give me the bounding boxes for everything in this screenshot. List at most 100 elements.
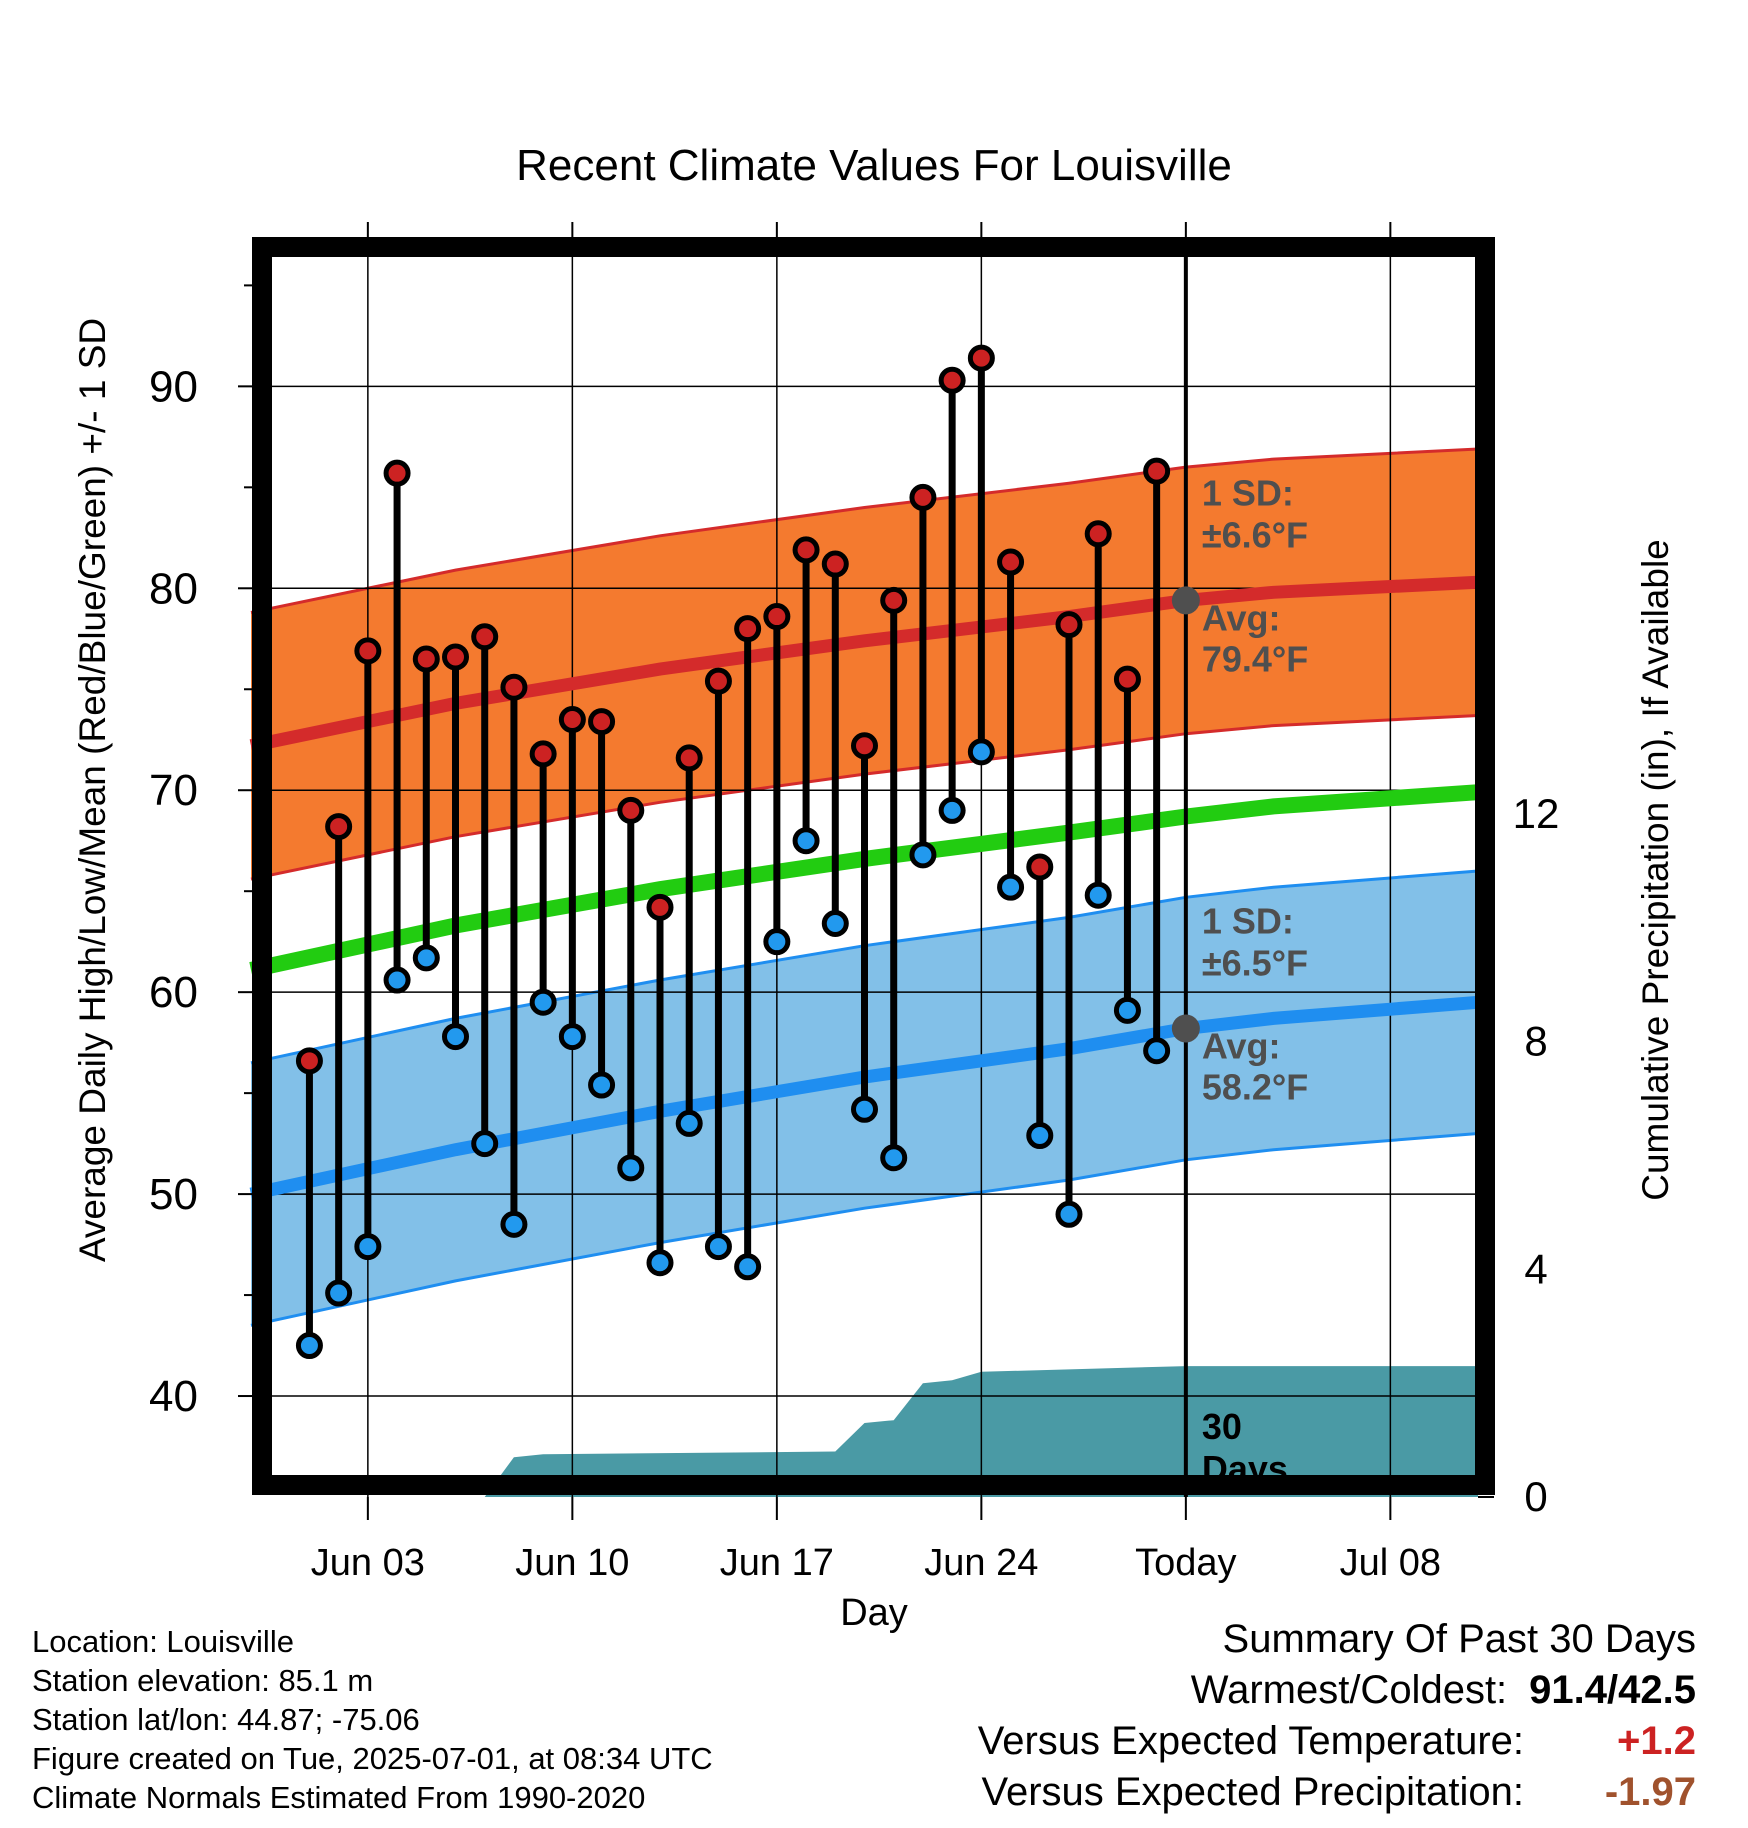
daily-high-point bbox=[1084, 520, 1112, 548]
daily-high-point bbox=[354, 637, 382, 665]
summary-precip-row: Versus Expected Precipitation: -1.97 bbox=[978, 1767, 1696, 1818]
daily-low-point bbox=[938, 796, 966, 824]
summary-warm-cold-row: Warmest/Coldest: 91.4/42.5 bbox=[978, 1665, 1696, 1716]
daily-low-point bbox=[588, 1071, 616, 1099]
x-tick-label: Jun 17 bbox=[720, 1542, 834, 1584]
summary-precip-label: Versus Expected Precipitation: bbox=[981, 1770, 1524, 1814]
daily-high-point bbox=[383, 459, 411, 487]
daily-low-point bbox=[909, 841, 937, 869]
daily-high-point bbox=[471, 623, 499, 651]
daily-low-point bbox=[704, 1233, 732, 1261]
daily-high-point bbox=[412, 645, 440, 673]
y-tick-label: 80 bbox=[149, 564, 198, 613]
high-sd-band bbox=[251, 449, 1478, 880]
avg-mean-line bbox=[249, 784, 1479, 978]
daily-high-point bbox=[295, 1047, 323, 1075]
plot-frame bbox=[252, 237, 1495, 1495]
daily-high-point bbox=[792, 536, 820, 564]
info-created: Figure created on Tue, 2025-07-01, at 08… bbox=[32, 1741, 713, 1776]
daily-low-point bbox=[1055, 1200, 1083, 1228]
y-axis-label: Average Daily High/Low/Mean (Red/Blue/Gr… bbox=[72, 318, 113, 1262]
daily-low-point bbox=[851, 1095, 878, 1123]
y2-axis-label: Cumulative Precipitation (in), If Availa… bbox=[1635, 539, 1676, 1201]
low-sd-value: ±6.5°F bbox=[1202, 943, 1308, 984]
daily-high-point bbox=[821, 550, 849, 578]
daily-low-point bbox=[325, 1279, 353, 1307]
x-tick-label: Jun 10 bbox=[515, 1542, 629, 1584]
today-avg-high-marker bbox=[1171, 586, 1200, 615]
daily-high-point bbox=[617, 796, 645, 824]
y-tick-label: 40 bbox=[149, 1372, 198, 1421]
daily-low-point bbox=[792, 827, 820, 855]
axis-layer: 40 50 60 70 80 90 0 4 8 12 Jun 03 Jun 10 Jun 17 Jun 2… bbox=[149, 222, 1559, 1584]
x-tick-label: Jun 24 bbox=[924, 1542, 1038, 1584]
info-elevation: Station elevation: 85.1 m bbox=[32, 1663, 374, 1698]
summary-warm-cold-label: Warmest/Coldest: bbox=[1190, 1668, 1508, 1712]
daily-low-point bbox=[1026, 1122, 1054, 1150]
summary-panel: Summary Of Past 30 Days Warmest/Coldest:… bbox=[978, 1614, 1696, 1818]
daily-low-point bbox=[442, 1023, 469, 1051]
chart-title: Recent Climate Values For Louisville bbox=[516, 141, 1232, 190]
y-tick-label: 50 bbox=[149, 1170, 198, 1219]
info-latlon: Station lat/lon: 44.87; -75.06 bbox=[32, 1702, 420, 1737]
y2-tick-label: 0 bbox=[1524, 1473, 1547, 1520]
daily-high-point bbox=[558, 706, 586, 734]
daily-high-point bbox=[851, 732, 878, 760]
daily-high-point bbox=[1113, 665, 1141, 693]
daily-low-point bbox=[646, 1249, 674, 1277]
summary-temp-value: +1.2 bbox=[1617, 1719, 1696, 1763]
daily-high-point bbox=[675, 744, 703, 772]
y-tick-label: 70 bbox=[149, 766, 198, 815]
avg-high-line bbox=[249, 575, 1479, 753]
summary-title: Summary Of Past 30 Days bbox=[1222, 1617, 1696, 1661]
daily-high-point bbox=[500, 673, 528, 701]
days-label-number: 30 bbox=[1202, 1406, 1242, 1447]
daily-high-point bbox=[909, 483, 937, 511]
daily-low-point bbox=[734, 1253, 762, 1281]
daily-high-point bbox=[588, 708, 616, 736]
high-sd-value: ±6.6°F bbox=[1202, 514, 1308, 555]
daily-low-point bbox=[763, 928, 791, 956]
daily-low-point bbox=[1084, 881, 1112, 909]
x-tick-label: Jul 08 bbox=[1340, 1542, 1441, 1584]
daily-low-point bbox=[354, 1233, 382, 1261]
daily-low-point bbox=[617, 1154, 645, 1182]
daily-low-point bbox=[383, 966, 411, 994]
daily-high-point bbox=[325, 813, 353, 841]
low-band-upper-edge bbox=[250, 869, 1479, 1065]
daily-low-point bbox=[295, 1332, 323, 1360]
y2-tick-label: 12 bbox=[1513, 790, 1560, 837]
station-info: Location: Louisville Station elevation: … bbox=[32, 1622, 713, 1817]
daily-high-point bbox=[1143, 457, 1171, 485]
high-avg-value: 79.4°F bbox=[1202, 638, 1308, 679]
daily-high-point bbox=[997, 548, 1025, 576]
daily-high-point bbox=[1055, 611, 1083, 639]
daily-low-point bbox=[1143, 1037, 1171, 1065]
y2-tick-label: 4 bbox=[1524, 1245, 1547, 1292]
daily-low-point bbox=[967, 738, 995, 766]
x-tick-label: Jun 03 bbox=[311, 1542, 425, 1584]
daily-low-point bbox=[1113, 996, 1141, 1024]
summary-precip-value: -1.97 bbox=[1604, 1770, 1696, 1814]
high-avg-label: Avg: bbox=[1202, 597, 1281, 638]
daily-high-point bbox=[1026, 853, 1054, 881]
high-sd-label: 1 SD: bbox=[1202, 472, 1294, 513]
daily-low-point bbox=[471, 1130, 499, 1158]
low-sd-label: 1 SD: bbox=[1202, 901, 1294, 942]
daily-high-point bbox=[734, 615, 762, 643]
info-location: Location: Louisville bbox=[32, 1624, 294, 1659]
info-normals: Climate Normals Estimated From 1990-2020 bbox=[32, 1780, 646, 1815]
daily-low-point bbox=[558, 1023, 586, 1051]
high-band-upper-edge bbox=[250, 447, 1479, 614]
summary-temp-row: Versus Expected Temperature: +1.2 bbox=[978, 1716, 1696, 1767]
daily-low-point bbox=[675, 1109, 703, 1137]
low-avg-value: 58.2°F bbox=[1202, 1067, 1308, 1108]
daily-high-point bbox=[442, 643, 469, 671]
daily-high-point bbox=[763, 603, 791, 631]
daily-high-point bbox=[880, 586, 908, 614]
summary-temp-label: Versus Expected Temperature: bbox=[977, 1719, 1524, 1763]
daily-high-point bbox=[646, 893, 674, 921]
daily-low-point bbox=[821, 910, 849, 938]
